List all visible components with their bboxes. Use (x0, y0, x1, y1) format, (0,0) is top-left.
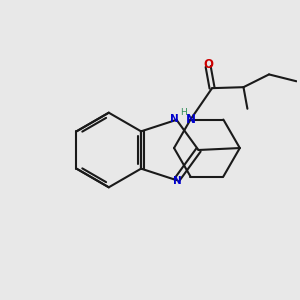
Text: N: N (170, 114, 179, 124)
Text: N: N (185, 113, 196, 126)
Text: N: N (173, 176, 182, 186)
Text: H: H (180, 109, 187, 118)
Text: O: O (203, 58, 213, 71)
